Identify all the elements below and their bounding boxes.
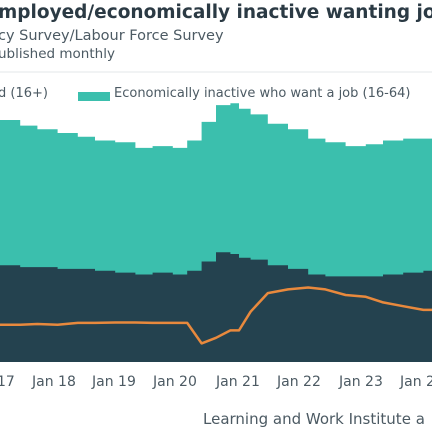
legend-swatch-teal — [78, 92, 110, 101]
series-area-unemployed — [0, 252, 432, 362]
chart-title: mployed/economically inactive wanting jo… — [0, 2, 432, 23]
x-tick-label: Jan 20 — [152, 374, 197, 390]
chart-note: ublished monthly — [0, 46, 115, 62]
source-credit: Learning and Work Institute a — [203, 410, 425, 428]
chart-subtitle: cy Survey/Labour Force Survey — [0, 28, 224, 44]
legend-label-2: Economically inactive who want a job (16… — [114, 86, 411, 101]
x-tick-label: Jan 19 — [91, 374, 136, 390]
series-line-orange — [0, 286, 432, 345]
x-tick-label: Jan 2 — [399, 374, 432, 390]
plot-group — [0, 103, 432, 362]
legend-label-1: d (16+) — [0, 86, 48, 101]
x-tick-label: Jan 18 — [31, 374, 76, 390]
x-axis-ticks: 17 Jan 18 Jan 19 Jan 20 Jan 21 Jan 22 Jan 23 Ja… — [0, 374, 432, 390]
x-tick-label: Jan 23 — [338, 374, 383, 390]
x-tick-label: 17 — [0, 374, 15, 390]
x-tick-label: Jan 21 — [215, 374, 260, 390]
x-tick-label: Jan 22 — [276, 374, 321, 390]
